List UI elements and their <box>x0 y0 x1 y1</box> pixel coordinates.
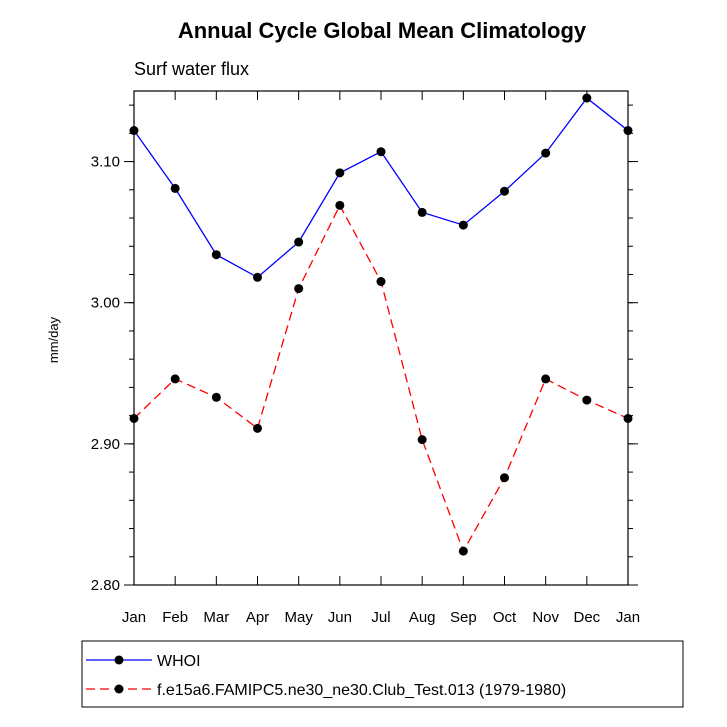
series-0-point <box>211 250 221 260</box>
x-tick-label: May <box>284 609 313 626</box>
legend: WHOI f.e15a6.FAMIPC5.ne30_ne30.Club_Test.… <box>81 640 684 708</box>
x-tick-label: Feb <box>162 609 188 626</box>
plot-frame <box>133 90 629 586</box>
x-tick-label: Jun <box>328 609 352 626</box>
y-tick-label: 3.10 <box>91 154 120 171</box>
series-0-point <box>170 183 180 193</box>
x-tick-labels: Jan Feb Mar Apr May Jun Jul Aug Sep Oct Nov Dec Jan <box>122 609 640 626</box>
x-tick-label: Jan <box>122 609 146 626</box>
series-1-point <box>417 435 427 445</box>
x-tick-label: Sep <box>450 609 477 626</box>
series-0-point <box>541 148 551 158</box>
series-1-point <box>582 395 592 405</box>
axis-ticks <box>124 91 638 586</box>
y-tick-label: 3.00 <box>91 295 120 312</box>
series-0-point <box>417 207 427 217</box>
series-layer <box>129 93 633 556</box>
series-0-point <box>335 168 345 178</box>
series-0-point <box>253 272 262 282</box>
series-1-point <box>376 277 386 287</box>
series-0-point <box>582 93 592 103</box>
series-line-0 <box>133 97 629 279</box>
y-tick-label: 2.80 <box>91 577 120 594</box>
series-1-point <box>211 392 221 402</box>
x-tick-label: Jul <box>371 609 390 626</box>
y-axis-label: mm/day <box>46 316 61 363</box>
series-1-point <box>335 200 345 210</box>
legend-label-1: f.e15a6.FAMIPC5.ne30_ne30.Club_Test.013 … <box>157 682 566 699</box>
legend-marker-0 <box>114 655 124 665</box>
x-tick-label: Oct <box>493 609 517 626</box>
x-tick-label: Mar <box>203 609 229 626</box>
x-tick-label: Apr <box>246 609 269 626</box>
legend-box <box>81 640 684 708</box>
y-tick-labels: 2.80 2.90 3.00 3.10 <box>91 154 120 594</box>
series-0-point <box>458 220 468 230</box>
series-1-point <box>253 423 262 433</box>
x-tick-label: Nov <box>532 609 559 626</box>
legend-marker-1 <box>114 684 124 694</box>
x-tick-label: Jan <box>616 609 640 626</box>
series-1-point <box>458 546 468 556</box>
legend-label-0: WHOI <box>157 653 201 670</box>
series-1-point <box>500 473 509 483</box>
x-tick-label: Dec <box>573 609 600 626</box>
chart-subtitle: Surf water flux <box>134 59 249 79</box>
x-tick-label: Aug <box>409 609 436 626</box>
y-tick-label: 2.90 <box>91 436 120 453</box>
series-1-point <box>541 374 551 384</box>
series-0-point <box>500 186 509 196</box>
series-0-point <box>294 237 304 247</box>
series-0-point <box>376 147 386 157</box>
chart-title: Annual Cycle Global Mean Climatology <box>178 18 587 43</box>
series-line-1 <box>133 203 629 553</box>
series-1-point <box>294 284 304 294</box>
series-1-point <box>170 374 180 384</box>
